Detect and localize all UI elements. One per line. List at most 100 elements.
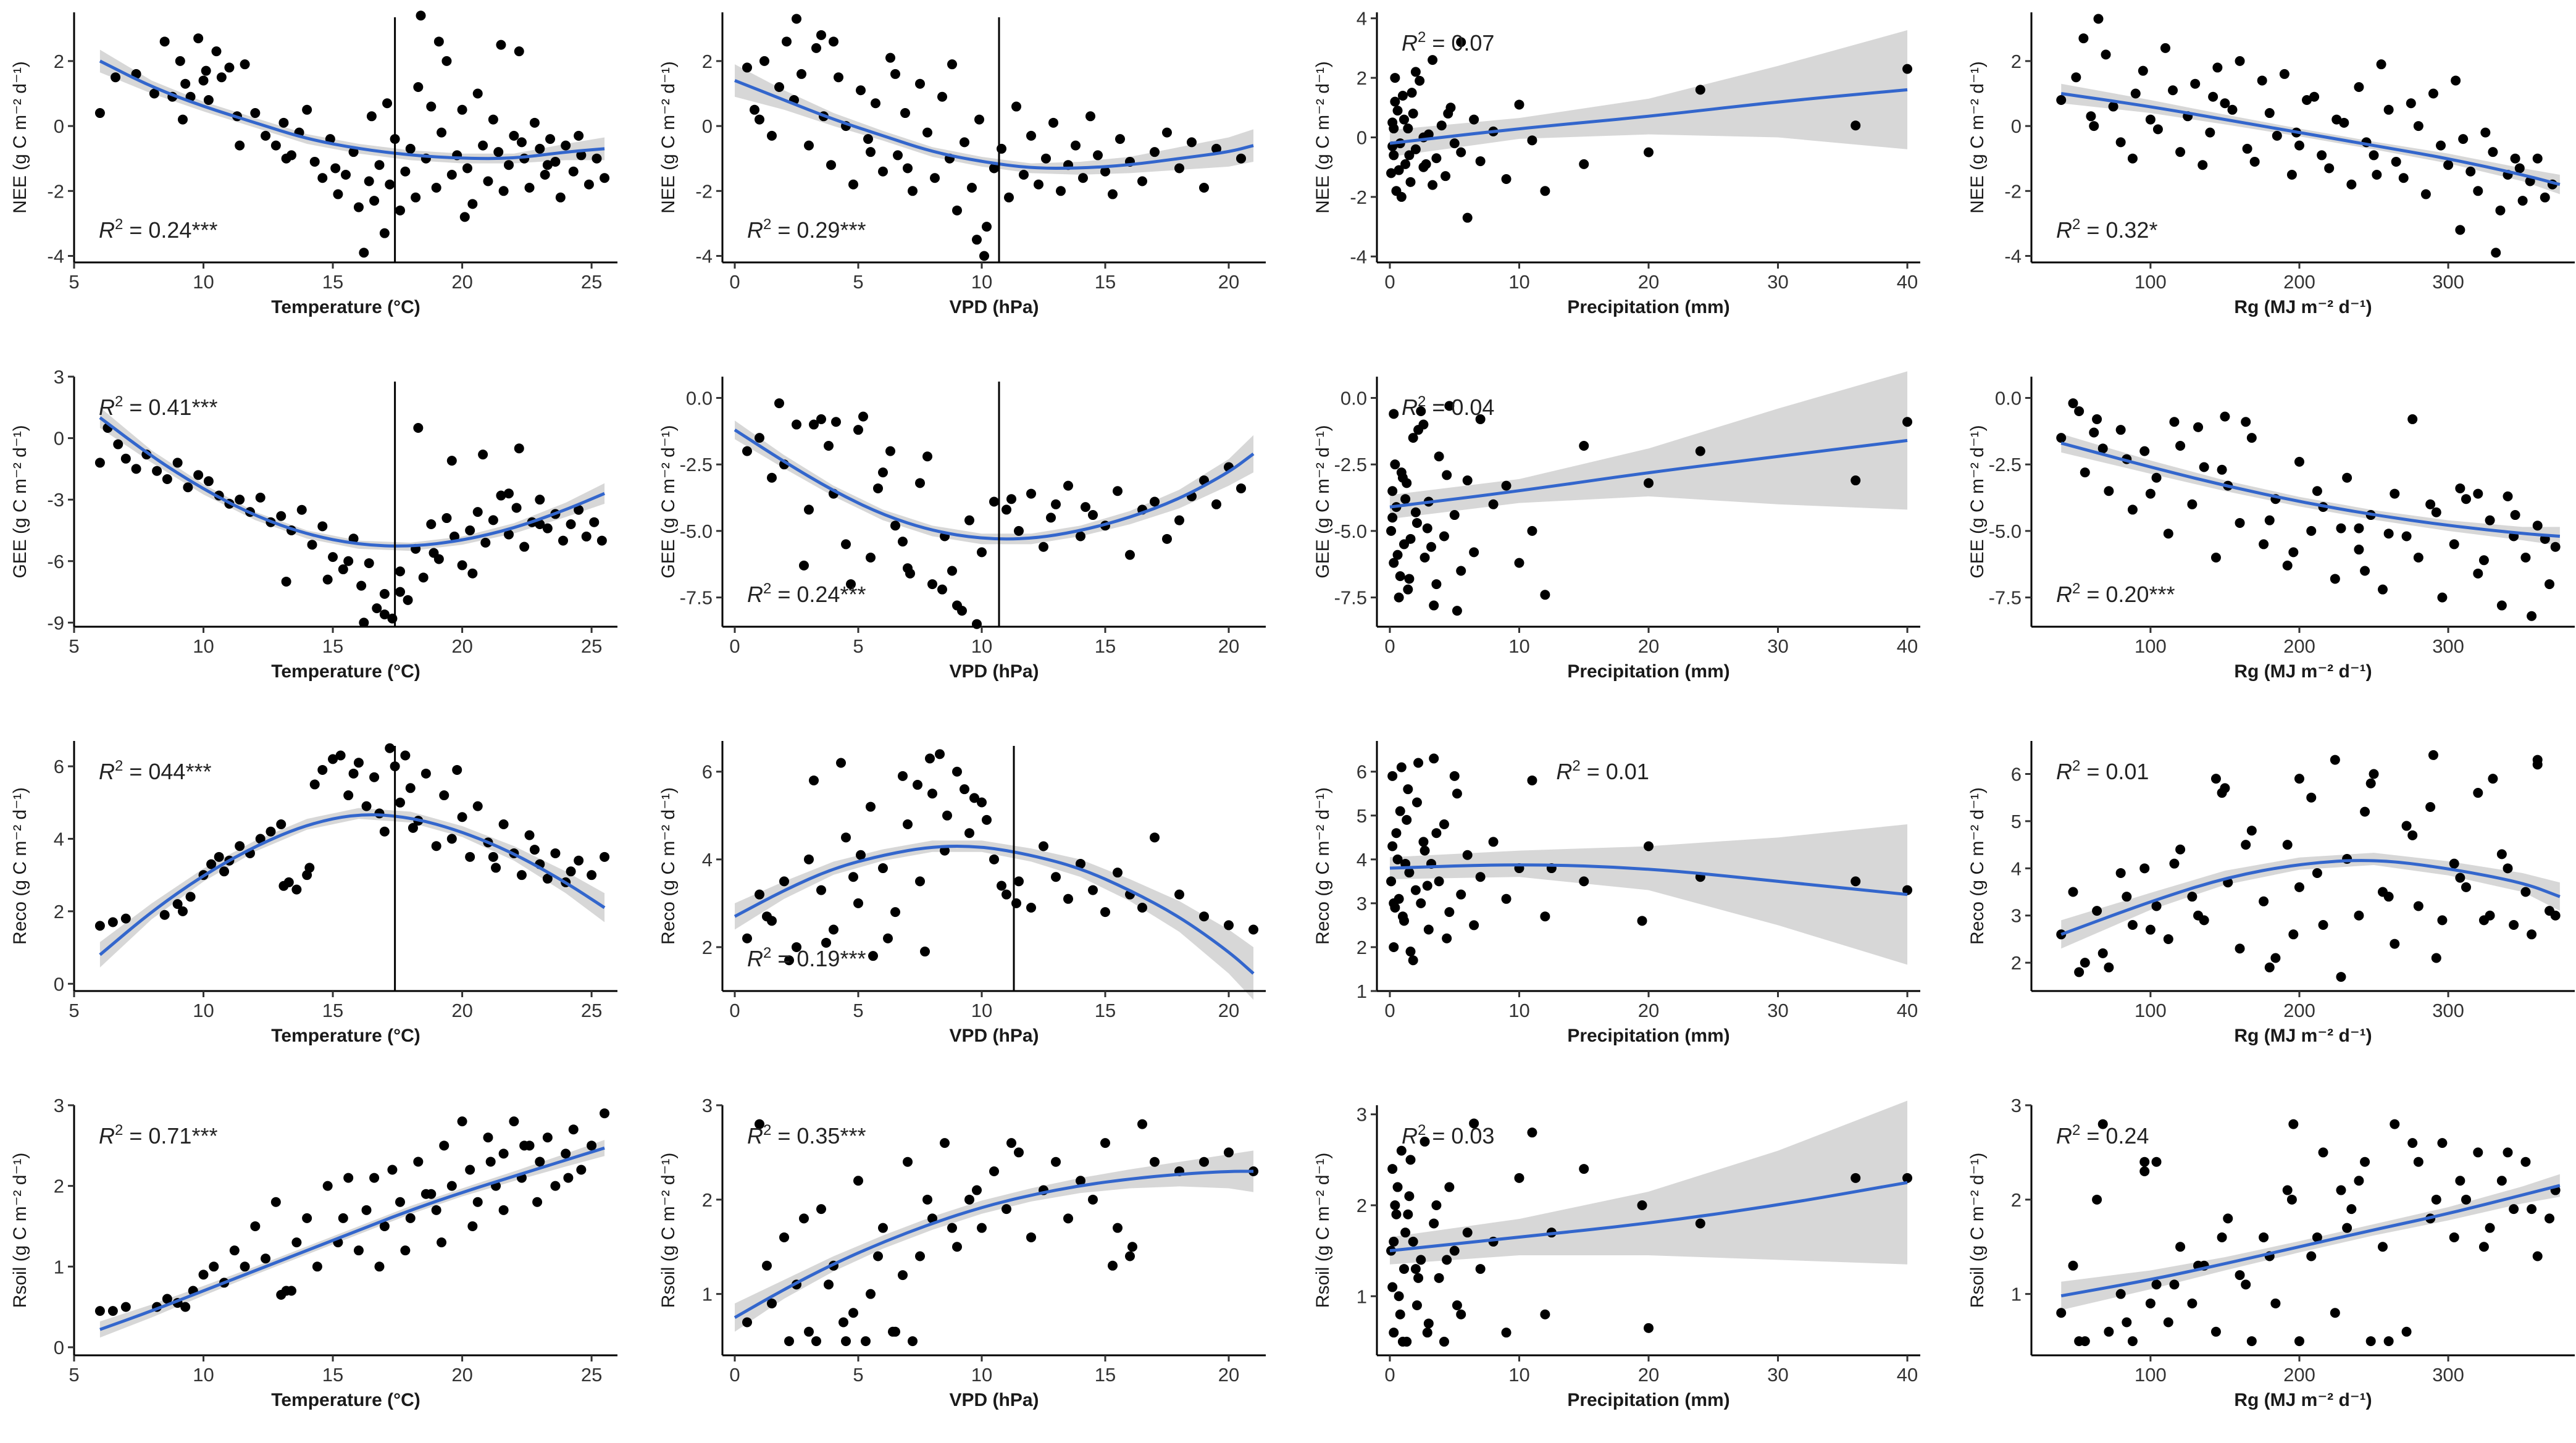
data-point <box>457 104 467 115</box>
data-point <box>576 1165 587 1175</box>
data-point <box>437 1237 447 1248</box>
data-point <box>2383 892 2394 902</box>
data-point <box>2488 147 2498 157</box>
data-point <box>457 1116 467 1127</box>
y-tick-label: 2 <box>702 1189 713 1211</box>
panel-reco-precip: 0 10 20 30 40 1 2 3 4 5 6 Precipitation (mm) Reco (g… <box>1313 741 1920 1046</box>
x-tick-label: 20 <box>1638 1000 1659 1021</box>
x-axis-label: Temperature (°C) <box>271 297 420 317</box>
data-point <box>372 603 382 614</box>
y-axis-label: Reco (g C m⁻² d⁻¹) <box>1313 787 1333 945</box>
data-point <box>1039 542 1048 552</box>
data-point <box>1527 1127 1537 1138</box>
data-point <box>784 1336 794 1347</box>
data-point <box>750 104 759 115</box>
data-point <box>863 134 873 144</box>
data-point <box>2550 910 2561 921</box>
data-point <box>922 1194 932 1205</box>
data-point <box>2235 1270 2245 1281</box>
data-point <box>107 917 118 927</box>
data-point <box>1444 907 1455 918</box>
fit-line <box>734 1169 1253 1320</box>
y-tick-label: -4 <box>695 245 713 267</box>
data-point <box>120 453 131 464</box>
x-tick-label: 30 <box>1767 271 1788 293</box>
data-point <box>2449 1232 2459 1242</box>
data-point <box>1456 1309 1466 1320</box>
data-point <box>2495 205 2506 215</box>
x-tick-label: 20 <box>1638 271 1659 293</box>
data-point <box>1396 1145 1407 1156</box>
data-point <box>2455 225 2465 235</box>
data-point <box>1527 135 1537 146</box>
data-point <box>2302 95 2312 106</box>
data-point <box>261 130 271 141</box>
data-point <box>286 1286 296 1296</box>
x-tick-label: 15 <box>322 271 343 293</box>
data-point <box>1394 592 1404 603</box>
data-point <box>2286 1194 2297 1205</box>
r-squared-label: R2 = 0.41*** <box>99 393 217 420</box>
data-point <box>1127 1242 1137 1252</box>
x-axis-label: Precipitation (mm) <box>1567 1390 1729 1410</box>
data-point <box>1413 1273 1424 1283</box>
data-point <box>405 783 416 793</box>
data-point <box>967 183 977 193</box>
data-point <box>574 130 584 141</box>
data-point <box>2193 910 2204 921</box>
data-point <box>1387 1282 1398 1292</box>
data-point <box>1431 1200 1442 1210</box>
x-tick-label: 40 <box>1897 635 1918 657</box>
data-point <box>2187 892 2198 902</box>
data-point <box>1034 179 1043 190</box>
data-point <box>250 1221 261 1231</box>
r-squared-label: R2 = 0.04 <box>1402 393 1494 420</box>
data-point <box>472 1197 483 1207</box>
data-point <box>804 140 814 151</box>
data-point <box>343 556 354 566</box>
data-point <box>1405 947 1416 957</box>
y-axis-label: NEE (g C m⁻² d⁻¹) <box>1967 61 1988 214</box>
data-point <box>1579 1164 1589 1174</box>
data-point <box>1422 880 1432 891</box>
data-point <box>2246 433 2257 443</box>
data-point <box>235 841 245 851</box>
data-point <box>322 1181 333 1191</box>
data-point <box>322 574 333 585</box>
confidence-band <box>99 407 605 551</box>
data-point <box>982 814 992 825</box>
data-point <box>1137 176 1147 186</box>
confidence-band <box>735 420 1253 545</box>
data-point <box>799 560 809 571</box>
data-point <box>431 841 441 851</box>
data-point <box>2369 150 2379 161</box>
data-point <box>2401 821 2412 831</box>
data-point <box>1400 159 1411 169</box>
data-point <box>1071 140 1081 151</box>
data-point <box>1644 478 1654 488</box>
panel-rsoil-precip: 0 10 20 30 40 1 2 3 Precipitation (mm) Rsoil (g C… <box>1313 1100 1920 1410</box>
x-tick-label: 20 <box>451 1364 472 1386</box>
data-point <box>400 166 411 177</box>
data-point <box>1150 832 1160 843</box>
data-point <box>250 108 261 119</box>
data-point <box>2198 160 2208 170</box>
data-point <box>2390 488 2400 499</box>
data-point <box>2527 929 2537 940</box>
data-point <box>395 205 405 215</box>
data-point <box>1475 1264 1486 1274</box>
data-point <box>2175 441 2186 451</box>
data-point <box>379 1221 390 1231</box>
data-point <box>1449 771 1460 781</box>
data-point <box>1076 531 1085 542</box>
data-point <box>2443 160 2454 170</box>
data-point <box>2068 887 2078 897</box>
data-point <box>2294 774 2304 784</box>
data-point <box>935 749 945 759</box>
data-point <box>457 812 467 822</box>
data-point <box>960 784 969 795</box>
data-point <box>291 884 302 895</box>
x-tick-label: 20 <box>451 635 472 657</box>
y-tick-label: 2 <box>2011 51 2022 72</box>
data-point <box>1386 876 1397 887</box>
